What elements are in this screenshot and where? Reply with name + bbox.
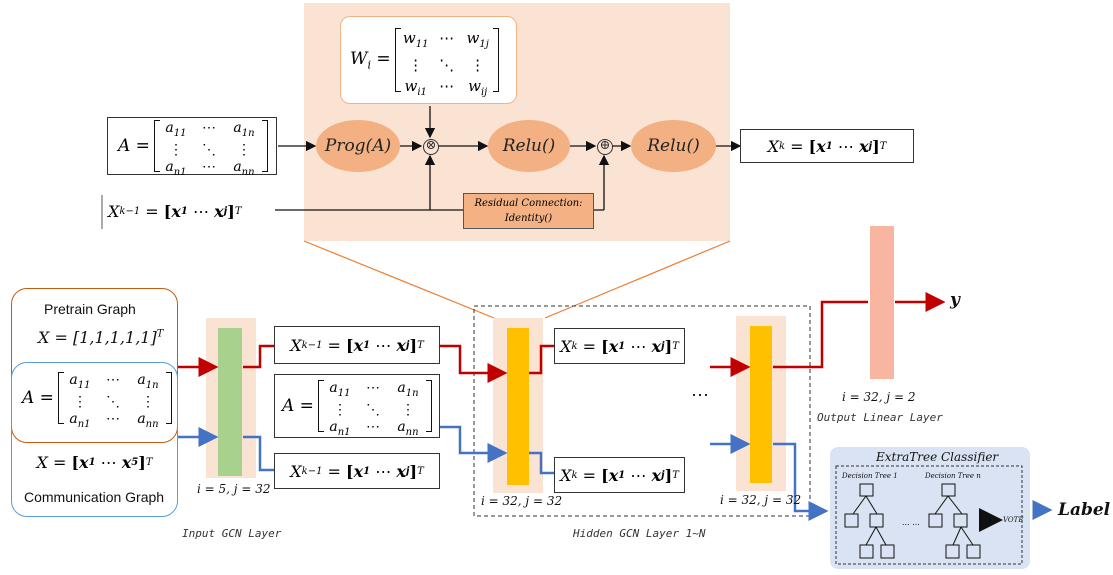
matrix-cell: wi1 xyxy=(404,77,427,98)
output-linear-layer xyxy=(870,226,894,379)
matrix-cell: w11 xyxy=(402,29,429,50)
relu-node-2: Relu() xyxy=(631,120,716,172)
input-gcn-layer xyxy=(218,328,242,476)
matrix-cell: ⋮ xyxy=(470,56,486,74)
weight-matrix: Wi = w11 ⋯ w1j ⋮ ⋱ ⋮ wi1 ⋯ wij xyxy=(350,28,499,98)
middle-adjacency-matrix: A = a11 ⋯ a1n ⋮ ⋱ ⋮ an1 ⋯ ann xyxy=(282,380,432,438)
matrix-cell: ⋱ xyxy=(201,141,216,158)
hidden-last-dims: i = 32, j = 32 xyxy=(720,493,802,507)
matrix-cell: ⋯ xyxy=(439,29,455,47)
pretrain-graph-title: Pretrain Graph xyxy=(44,301,136,317)
oplus-operator: ⊕ xyxy=(597,139,613,155)
matrix-cell: ⋱ xyxy=(105,393,120,410)
otimes-operator: ⊗ xyxy=(423,139,439,155)
matrix-cell: an1 xyxy=(69,410,91,430)
hidden-layer-caption: Hidden GCN Layer 1~N xyxy=(573,527,706,540)
residual-connection-box: Residual Connection: Identity() xyxy=(463,193,594,229)
extratree-classifier-panel xyxy=(830,447,1030,569)
matrix-cell: an1 xyxy=(165,158,187,178)
matrix-cell: ⋮ xyxy=(236,141,251,158)
output-xk-box xyxy=(740,129,914,163)
zoom-line-right xyxy=(544,240,731,319)
weight-matrix-box xyxy=(340,16,517,104)
label-output: Label xyxy=(1058,500,1111,520)
matrix-cell: ann xyxy=(233,158,255,178)
matrix-cell: ⋮ xyxy=(332,401,347,418)
shared-adjacency-matrix: A = a11 ⋯ a1n ⋮ ⋱ ⋮ an1 ⋯ ann xyxy=(22,372,172,430)
matrix-cell: an1 xyxy=(329,418,351,438)
matrix-cell: a11 xyxy=(69,372,91,391)
hidden-first-dims: i = 32, j = 32 xyxy=(481,494,563,508)
matrix-cell: ⋮ xyxy=(408,56,424,74)
middle-upper-x-box xyxy=(274,326,440,364)
prog-node: Prog(A) xyxy=(316,120,400,172)
matrix-cell: ⋮ xyxy=(168,141,183,158)
matrix-cell: ⋱ xyxy=(365,401,380,418)
matrix-cell: ⋯ xyxy=(365,418,380,435)
matrix-cell: ⋯ xyxy=(105,372,120,388)
pretrain-graph-box xyxy=(11,288,178,443)
input-layer-caption: Input GCN Layer xyxy=(182,527,282,540)
matrix-cell: ⋯ xyxy=(201,120,216,136)
matrix-cell: a1n xyxy=(233,120,255,139)
matrix-cell: ⋯ xyxy=(439,77,455,95)
hidden-ellipsis: ⋯ xyxy=(691,385,709,406)
decision-tree-n-icon xyxy=(928,483,981,559)
matrix-cell: a11 xyxy=(329,380,351,399)
matrix-cell: a11 xyxy=(165,120,187,139)
output-layer-dims: i = 32, j = 2 xyxy=(842,390,916,404)
zoom-line-left xyxy=(303,240,495,319)
hidden-upper-x-box xyxy=(554,328,685,364)
matrix-cell: w1j xyxy=(466,29,489,50)
matrix-cell: ⋮ xyxy=(140,393,155,410)
output-y-label: y xyxy=(950,290,960,310)
classifier-title: ExtraTree Classifier xyxy=(876,450,999,464)
hidden-gcn-layer-last xyxy=(750,326,772,483)
matrix-cell: a1n xyxy=(137,372,159,391)
pretrain-x: X = [1,1,1,1,1]T xyxy=(38,328,164,347)
adjacency-matrix: A = a11 ⋯ a1n ⋮ ⋱ ⋮ an1 ⋯ ann xyxy=(118,120,268,178)
hidden-layer-group xyxy=(473,305,811,517)
matrix-cell: ann xyxy=(397,418,419,438)
communication-graph-box xyxy=(11,362,178,517)
tree-n-label: Decision Tree n xyxy=(925,472,981,480)
matrix-cell: ⋯ xyxy=(365,380,380,396)
output-layer-caption: Output Linear Layer xyxy=(817,411,943,424)
matrix-cell: ⋯ xyxy=(201,158,216,175)
matrix-cell: ⋮ xyxy=(400,401,415,418)
input-layer-dims: i = 5, j = 32 xyxy=(197,482,271,496)
tree-dots: ... ... xyxy=(902,518,920,527)
tree-1-label: Decision Tree 1 xyxy=(842,472,898,480)
adjacency-matrix-box xyxy=(107,117,277,175)
hidden-lower-x-box xyxy=(554,457,685,493)
communication-x: X = [x 1 ⋯ x 5] T xyxy=(36,452,153,472)
matrix-cell: ⋱ xyxy=(439,56,455,74)
matrix-cell: ⋮ xyxy=(72,393,87,410)
matrix-cell: ann xyxy=(137,410,159,430)
matrix-cell: ⋯ xyxy=(105,410,120,427)
middle-adjacency-box xyxy=(274,374,440,438)
vote-label: VOTE xyxy=(1003,516,1024,524)
middle-lower-x-box xyxy=(274,453,440,489)
matrix-cell: wij xyxy=(468,77,488,98)
relu-node-1: Relu() xyxy=(488,120,570,172)
matrix-cell: a1n xyxy=(397,380,419,399)
decision-tree-1-icon xyxy=(844,483,895,559)
hidden-gcn-layer-first xyxy=(507,328,529,485)
communication-graph-title: Communication Graph xyxy=(24,489,165,505)
